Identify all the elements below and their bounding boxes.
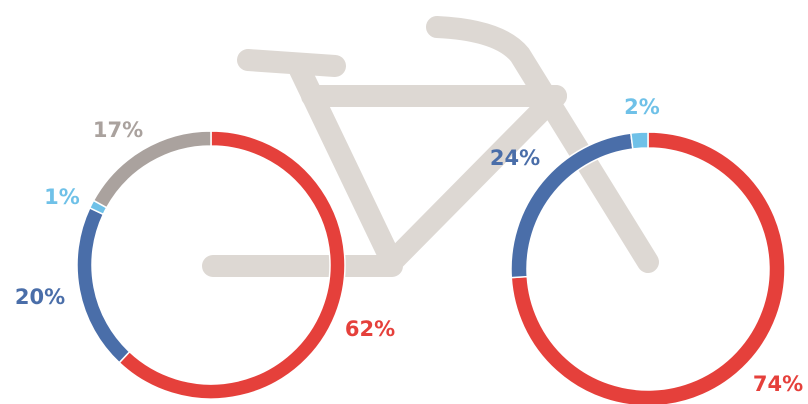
donut-segment xyxy=(76,206,131,364)
value-label: 1% xyxy=(44,185,80,209)
seat xyxy=(237,49,346,77)
value-label: 74% xyxy=(753,372,803,396)
down-tube xyxy=(381,85,567,273)
value-label: 17% xyxy=(93,118,143,142)
value-label: 20% xyxy=(15,285,65,309)
value-label: 24% xyxy=(490,146,540,170)
donut-segment xyxy=(629,131,649,150)
bike-frame xyxy=(202,16,659,277)
fork xyxy=(426,16,659,273)
value-label: 62% xyxy=(345,317,395,341)
value-label: 2% xyxy=(624,95,660,119)
donut-segment xyxy=(92,130,212,209)
